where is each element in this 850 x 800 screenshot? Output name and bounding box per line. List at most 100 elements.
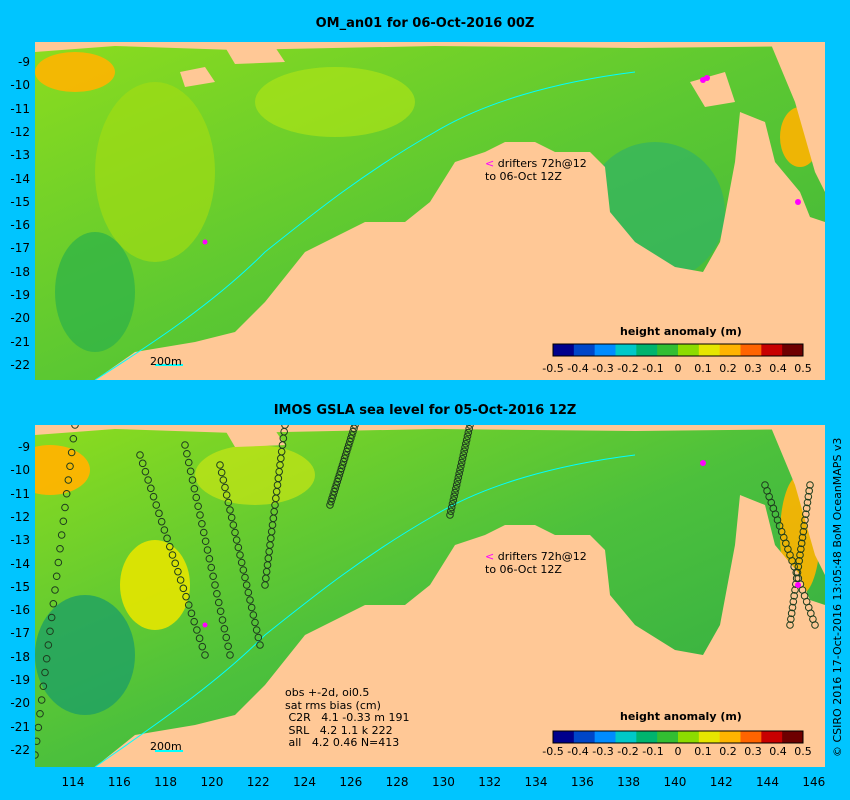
track-point bbox=[66, 462, 74, 471]
panel1-title: OM_an01 for 06-Oct-2016 00Z bbox=[315, 16, 535, 31]
y-tick-label: -16 bbox=[10, 603, 30, 618]
track-point bbox=[804, 492, 813, 501]
x-tick-label: 118 bbox=[154, 775, 178, 789]
track-point bbox=[446, 511, 454, 519]
track-point bbox=[252, 626, 261, 634]
track-point bbox=[326, 501, 334, 509]
map-panel-2[interactable] bbox=[35, 425, 825, 767]
track-point bbox=[454, 473, 463, 482]
y-tick-label: -14 bbox=[10, 556, 30, 571]
track-point bbox=[462, 439, 470, 448]
track-point bbox=[463, 432, 472, 441]
map-panel-1[interactable] bbox=[35, 42, 825, 380]
map-2-svg bbox=[35, 425, 825, 767]
track-point bbox=[141, 467, 150, 476]
track-point bbox=[67, 448, 76, 457]
track-point bbox=[201, 537, 210, 546]
track-point bbox=[330, 487, 338, 496]
track-point bbox=[184, 601, 193, 609]
track-point bbox=[46, 627, 54, 636]
track-point bbox=[39, 682, 48, 691]
track-point bbox=[241, 573, 249, 582]
x-tick-label: 132 bbox=[478, 775, 502, 789]
track-point bbox=[52, 572, 61, 581]
drifter-note-2: < drifters 72h@12 to 06-Oct 12Z bbox=[485, 550, 587, 576]
track-point bbox=[347, 434, 355, 443]
land-new-guinea bbox=[753, 425, 825, 575]
colorbar-2 bbox=[552, 730, 804, 744]
track-point bbox=[41, 668, 49, 677]
y-tick-label: -19 bbox=[10, 673, 30, 687]
track-point bbox=[336, 467, 345, 476]
track-point bbox=[456, 466, 464, 474]
colorbar-tick-label: -0.3 bbox=[592, 362, 614, 375]
y-tick-label: -13 bbox=[10, 533, 30, 548]
colorbar-swatch bbox=[615, 344, 637, 356]
track-point bbox=[787, 609, 796, 618]
track-point bbox=[803, 498, 812, 507]
x-tick-label: 126 bbox=[339, 775, 363, 789]
track-point bbox=[460, 447, 468, 456]
track-point bbox=[340, 454, 349, 463]
track-point bbox=[149, 492, 158, 501]
track-point bbox=[42, 654, 51, 663]
x-tick-label: 134 bbox=[524, 775, 548, 789]
track-point bbox=[54, 558, 63, 567]
colorbar-swatch bbox=[657, 731, 679, 743]
y-tick-label: -15 bbox=[10, 194, 30, 209]
anomaly-blob bbox=[35, 595, 135, 715]
track-point bbox=[795, 557, 803, 565]
track-point bbox=[160, 526, 169, 534]
colorbar-swatch bbox=[573, 731, 596, 743]
y-tick-label: -20 bbox=[10, 696, 30, 711]
anomaly-blob bbox=[195, 445, 315, 505]
y-tick-label: -22 bbox=[10, 357, 30, 372]
anomaly-blob bbox=[95, 82, 215, 262]
track-point bbox=[453, 477, 462, 486]
track-point bbox=[199, 528, 208, 537]
track-point bbox=[247, 603, 256, 612]
colorbar-tick-label: 0.5 bbox=[794, 362, 812, 375]
track-point bbox=[246, 596, 254, 604]
colorbar-title-1: height anomaly (m) bbox=[620, 325, 742, 338]
track-point bbox=[209, 572, 217, 581]
drifter-marker bbox=[700, 460, 706, 466]
track-point bbox=[226, 506, 234, 514]
track-point bbox=[802, 510, 810, 518]
track-point bbox=[447, 503, 456, 512]
colorbar-title-2: height anomaly (m) bbox=[620, 710, 742, 723]
y-tick-label: -16 bbox=[10, 218, 30, 233]
colorbar-swatch bbox=[678, 344, 700, 356]
track-point bbox=[800, 522, 808, 530]
x-tick-label: 130 bbox=[431, 775, 455, 789]
land-new-guinea bbox=[753, 42, 825, 192]
track-point bbox=[190, 484, 199, 493]
colorbar-tick-label: -0.1 bbox=[642, 362, 664, 375]
track-point bbox=[452, 481, 461, 489]
australia-landmass bbox=[95, 495, 825, 767]
track-point bbox=[242, 581, 251, 589]
depth-legend-line bbox=[155, 750, 183, 752]
track-point bbox=[337, 464, 346, 473]
y-tick-label: -18 bbox=[10, 264, 30, 279]
track-point bbox=[59, 517, 68, 526]
colorbar-swatch bbox=[740, 344, 762, 356]
track-point bbox=[217, 468, 226, 477]
y-tick-label: -21 bbox=[10, 334, 30, 349]
track-point bbox=[462, 436, 471, 444]
x-tick-label: 116 bbox=[107, 775, 131, 789]
track-point bbox=[192, 493, 201, 502]
track-point bbox=[155, 509, 163, 518]
track-point bbox=[51, 586, 59, 594]
track-point bbox=[198, 519, 206, 528]
colorbar-swatch bbox=[553, 344, 575, 356]
track-point bbox=[227, 513, 236, 522]
drifter-note-1: < drifters 72h@12 to 06-Oct 12Z bbox=[485, 157, 587, 183]
colorbar-tick-label: 0 bbox=[674, 362, 682, 375]
track-point bbox=[342, 447, 351, 456]
colorbar-tick-label: 0.5 bbox=[794, 745, 812, 758]
colorbar-border bbox=[552, 730, 804, 744]
track-point bbox=[805, 487, 813, 495]
colorbar-tick-label: -0.4 bbox=[567, 745, 589, 758]
colorbar-tick-label: -0.2 bbox=[617, 745, 639, 758]
